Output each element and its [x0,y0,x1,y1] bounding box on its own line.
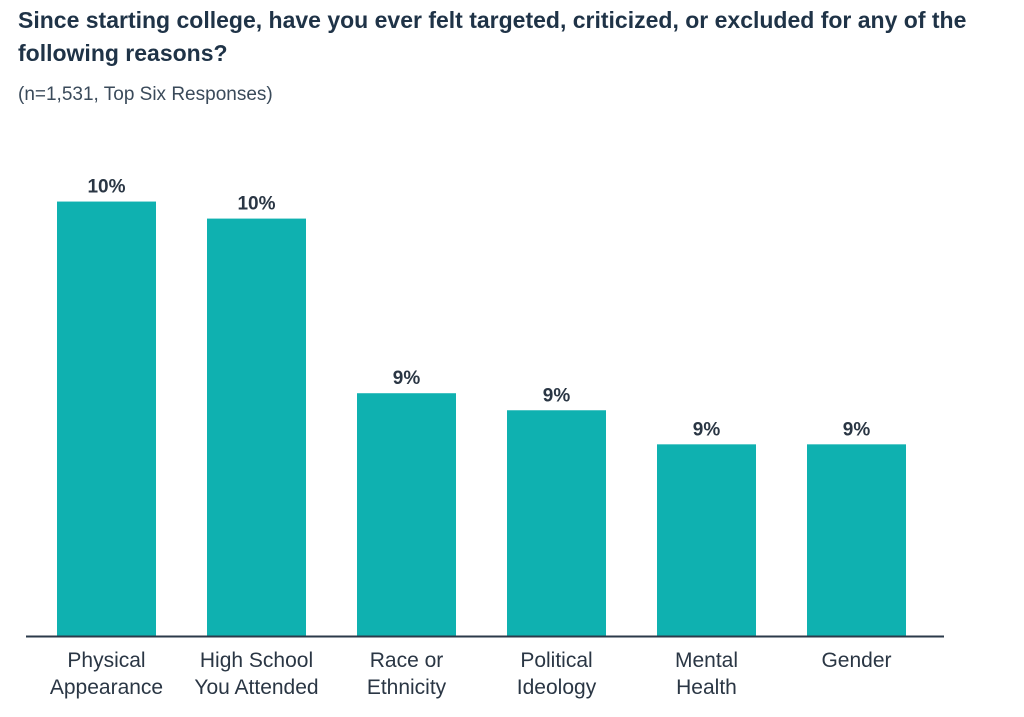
category-labels-group: Physical Appearance High School You Attende… [50,649,892,699]
bars-group: 10% 10% 9% 9% 9% 9% [57,177,906,637]
category-label-5-line-0: Gender [821,649,891,672]
bar-5 [807,444,906,636]
category-label-3-line-1: Ideology [517,676,597,699]
bar-1 [207,218,306,636]
bar-4 [657,444,756,636]
chart-subtitle: (n=1,531, Top Six Responses) [18,84,273,105]
category-label-4-line-0: Mental [675,649,738,672]
category-label-3-line-0: Political [520,649,592,672]
bar-value-label-2: 9% [393,368,421,389]
bar-3 [507,410,606,636]
category-label-2-line-0: Race or [370,649,444,672]
category-label-1-line-1: You Attended [194,676,318,699]
bar-2 [357,393,456,636]
category-label-2-line-1: Ethnicity [367,676,447,699]
chart-title: Since starting college, have you ever fe… [18,7,967,66]
bar-value-label-1: 10% [237,194,275,215]
category-label-0-line-0: Physical [67,649,145,672]
bar-value-label-5: 9% [843,419,871,440]
bar-0 [57,201,156,637]
category-label-0-line-1: Appearance [50,676,163,699]
bar-value-label-4: 9% [693,419,721,440]
category-label-4-line-1: Health [676,676,737,699]
bar-value-label-0: 10% [87,177,125,198]
bar-value-label-3: 9% [543,385,571,406]
category-label-1-line-0: High School [200,649,313,672]
